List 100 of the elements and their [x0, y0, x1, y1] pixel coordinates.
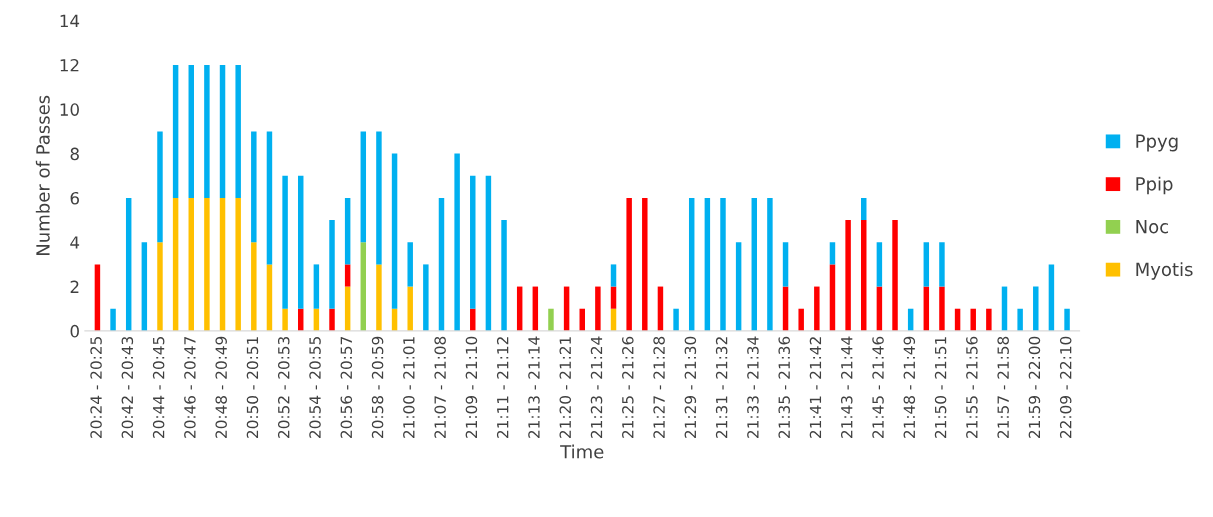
bar: [172, 197, 179, 331]
x-tick-label: 21:11 - 21:12: [496, 337, 509, 438]
x-tick-label: 20:50 - 20:51: [246, 337, 259, 438]
x-tick-label: 20:54 - 20:55: [309, 337, 321, 438]
legend-label: Ppyg: [1136, 134, 1178, 152]
bar: [986, 308, 992, 331]
y-tick-label: 8: [70, 147, 79, 161]
bar: [688, 197, 695, 331]
x-tick-label: 22:09 - 22:10: [1059, 336, 1072, 438]
bar: [188, 64, 194, 198]
bar: [501, 220, 507, 331]
x-tick-label: 21:59 - 22:00: [1028, 336, 1041, 438]
bar: [329, 220, 335, 309]
x-tick-label: 20:42 - 20:43: [121, 336, 134, 438]
y-tick-label: 0: [70, 324, 79, 338]
bar: [861, 197, 867, 221]
legend-label: Ppip: [1136, 176, 1173, 195]
bar: [172, 64, 179, 198]
bar: [219, 197, 226, 331]
bar: [814, 286, 820, 331]
bar: [673, 308, 679, 331]
bar: [282, 308, 288, 331]
bar: [892, 220, 898, 331]
x-tick-label: 20:58 - 20:59: [371, 336, 384, 438]
bar: [1048, 264, 1055, 331]
legend-label: Noc: [1136, 219, 1169, 234]
bar: [125, 197, 132, 331]
x-tick-label: 21:20 - 21:21: [559, 337, 572, 438]
bar: [407, 242, 413, 287]
y-tick-label: 10: [60, 103, 79, 116]
bar: [548, 308, 554, 331]
bar: [235, 197, 241, 331]
bar: [204, 64, 210, 198]
y-tick-label: 2: [70, 280, 79, 293]
bar: [939, 242, 945, 287]
bar: [266, 131, 273, 265]
bar: [298, 175, 304, 309]
bar: [610, 286, 617, 309]
bar: [970, 308, 976, 331]
bar: [329, 308, 335, 331]
bar: [391, 153, 398, 309]
bar: [1064, 308, 1070, 331]
bar: [798, 308, 804, 331]
x-tick-label: 21:25 - 21:26: [622, 336, 634, 438]
x-tick-label: 21:50 - 21:51: [934, 337, 947, 438]
bar: [110, 308, 116, 331]
x-tick-label: 21:23 - 21:24: [590, 336, 603, 438]
bar: [344, 197, 351, 265]
x-tick-label: 21:00 - 21:01: [403, 337, 415, 438]
bar: [251, 131, 257, 243]
y-axis-title: Number of Passes: [35, 95, 50, 255]
bar: [1033, 286, 1039, 331]
x-tick-label: 20:44 - 20:45: [152, 337, 165, 438]
y-tick-label: 6: [70, 191, 79, 205]
x-tick-label: 21:35 - 21:36: [778, 336, 790, 438]
bar: [141, 242, 148, 331]
x-tick-label: 20:24 - 20:25: [90, 337, 102, 438]
x-tick-label: 21:41 - 21:42: [809, 337, 822, 438]
x-tick-label: 21:57 - 21:58: [997, 336, 1009, 438]
bar: [282, 175, 288, 309]
bar: [642, 197, 648, 331]
x-tick-label: 20:56 - 20:57: [340, 337, 353, 438]
bar: [1017, 308, 1023, 331]
legend-label: Myotis: [1136, 262, 1193, 280]
bar: [235, 64, 241, 198]
bar: [704, 197, 711, 331]
bar: [861, 220, 867, 331]
bar: [782, 242, 789, 287]
bar: [204, 197, 210, 331]
y-tick-label: 14: [60, 14, 80, 28]
bar: [470, 175, 476, 309]
x-tick-label: 21:33 - 21:34: [747, 336, 759, 438]
bar: [313, 264, 320, 309]
y-tick-label: 12: [60, 58, 79, 72]
bar: [595, 286, 601, 331]
bar: [157, 242, 163, 331]
bar: [360, 242, 367, 331]
bar: [720, 197, 726, 331]
bar: [876, 242, 883, 287]
bar: [376, 264, 382, 331]
bar: [219, 64, 226, 198]
bar: [454, 153, 460, 331]
x-tick-label: 21:48 - 21:49: [903, 336, 916, 438]
x-tick-label: 21:43 - 21:44: [840, 336, 853, 438]
bar: [376, 131, 382, 265]
bar: [610, 264, 617, 287]
y-tick-label: 4: [70, 236, 80, 249]
bar: [251, 242, 257, 331]
x-tick-label: 20:46 - 20:47: [184, 337, 196, 438]
bar: [344, 264, 351, 287]
x-tick-label: 21:27 - 21:28: [653, 336, 665, 438]
bar: [829, 242, 836, 265]
bar: [94, 264, 101, 331]
bar: [845, 220, 851, 331]
bar: [360, 131, 367, 243]
bar: [470, 308, 476, 331]
x-tick-label: 21:29 - 21:30: [684, 336, 697, 438]
bar: [485, 175, 492, 331]
x-axis-title: Time: [560, 444, 604, 459]
bar: [438, 197, 445, 331]
